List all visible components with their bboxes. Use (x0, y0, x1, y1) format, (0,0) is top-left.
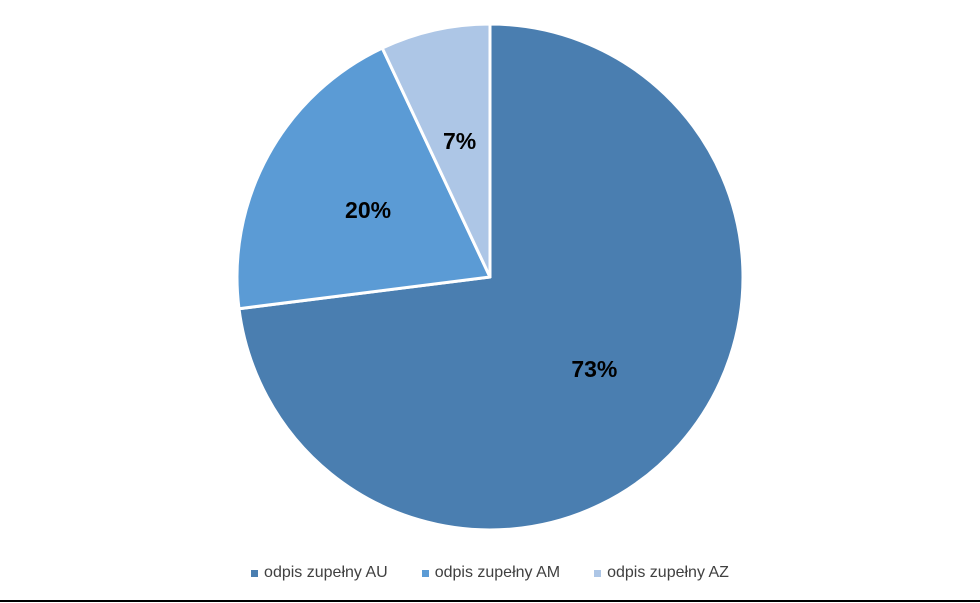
data-label-az: 7% (443, 128, 476, 154)
legend-swatch-am (421, 569, 429, 577)
legend-label-am: odpis zupełny AM (434, 564, 561, 581)
legend: odpis zupełny AU odpis zupełny AM odpis … (0, 561, 980, 585)
pie-data-labels: 73% 20% 7% (345, 128, 617, 382)
data-label-au: 73% (571, 356, 617, 382)
pie-slice-am[interactable] (235, 46, 492, 311)
pie-slice-az[interactable] (380, 22, 492, 279)
pie-slices (235, 22, 745, 532)
legend-label-az: odpis zupełny AZ (607, 564, 729, 581)
data-label-am: 20% (345, 197, 391, 223)
legend-item-az[interactable]: odpis zupełny AZ (594, 564, 729, 582)
legend-label-au: odpis zupełny AU (264, 564, 388, 581)
legend-item-am[interactable]: odpis zupełny AM (421, 564, 561, 582)
bottom-border-line (0, 600, 980, 602)
legend-item-au[interactable]: odpis zupełny AU (251, 564, 388, 582)
legend-swatch-au (251, 569, 259, 577)
legend-swatch-az (594, 569, 602, 577)
